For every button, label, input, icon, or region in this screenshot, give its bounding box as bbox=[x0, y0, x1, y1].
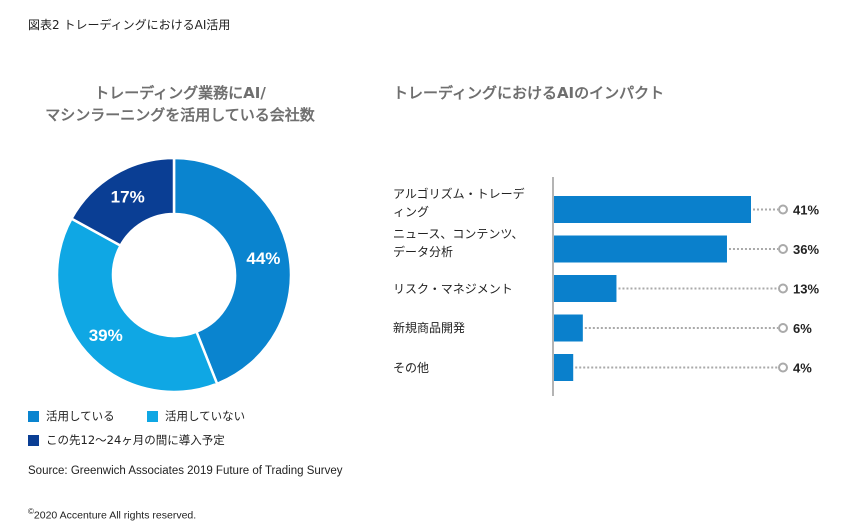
bar-category-label: ニュース、コンテンツ、 データ分析 bbox=[393, 225, 553, 261]
bar-end-marker bbox=[778, 323, 788, 333]
bar-value-label: 13% bbox=[793, 282, 819, 297]
legend-label-not-using: 活用していない bbox=[165, 409, 246, 423]
donut-value-label: 17% bbox=[111, 188, 145, 207]
legend-item-using: 活用している bbox=[28, 408, 115, 424]
bar-category-label: アルゴリズム・トレーデ ィング bbox=[393, 185, 553, 221]
copyright-notice: ©2020 Accenture All rights reserved. bbox=[28, 507, 196, 522]
copyright-text: 2020 Accenture All rights reserved. bbox=[33, 509, 197, 522]
bar-category-label-line: その他 bbox=[393, 360, 430, 375]
donut-title-line-2: マシンラーニングを活用している会社数 bbox=[45, 106, 315, 124]
bar-value-label: 41% bbox=[793, 203, 819, 218]
bar-category-label-line: リスク・マネジメント bbox=[393, 281, 513, 296]
bar-category-label-line: データ分析 bbox=[393, 244, 454, 259]
bar bbox=[554, 235, 727, 263]
donut-slice-not-using bbox=[55, 216, 219, 394]
copyright-symbol: © bbox=[28, 507, 34, 516]
bar-category-label-line: アルゴリズム・トレーデ bbox=[393, 187, 525, 201]
legend-label-using: 活用している bbox=[46, 409, 115, 423]
bar-end-marker bbox=[778, 283, 788, 294]
bar bbox=[554, 275, 617, 302]
bar-value-label: 4% bbox=[793, 361, 812, 376]
bar-end-marker bbox=[778, 204, 788, 215]
legend-item-not-using: 活用していない bbox=[147, 408, 245, 424]
legend-swatch-not-using bbox=[147, 410, 158, 422]
bar bbox=[554, 354, 574, 381]
legend-swatch-planned bbox=[28, 434, 39, 446]
bar-category-label-line: ィング bbox=[393, 205, 430, 219]
bar-category-label: 新規商品開発 bbox=[393, 319, 553, 337]
donut-title-line-1: トレーディング業務にAI/ bbox=[94, 84, 266, 102]
legend-swatch-using bbox=[28, 410, 39, 422]
bar-value-label: 6% bbox=[793, 321, 812, 336]
donut-slice-planned bbox=[69, 156, 176, 248]
bar bbox=[554, 196, 751, 223]
bar-category-label: その他 bbox=[393, 359, 553, 377]
bar-end-marker bbox=[778, 362, 788, 373]
donut-slice-using bbox=[172, 156, 293, 386]
donut-chart: 44% 39% 17% bbox=[55, 156, 293, 394]
bar-end-marker bbox=[778, 244, 788, 254]
bar-value-label: 36% bbox=[793, 242, 819, 257]
bar-category-label-line: ニュース、コンテンツ、 bbox=[393, 226, 524, 241]
donut-value-label: 44% bbox=[246, 249, 280, 268]
bar-chart-title: トレーディングにおけるAIのインパクト bbox=[393, 84, 665, 102]
bar bbox=[554, 314, 583, 342]
legend-label-planned: この先12〜24ヶ月の間に導入予定 bbox=[46, 433, 225, 447]
figure-title: 図表2 トレーディングにおけるAI活用 bbox=[28, 18, 231, 32]
bar-category-label: リスク・マネジメント bbox=[393, 280, 553, 298]
bar-chart: 41% 36% 13% 6% 4% bbox=[552, 177, 819, 396]
donut-value-label: 39% bbox=[89, 326, 123, 345]
legend-item-planned: この先12〜24ヶ月の間に導入予定 bbox=[28, 432, 225, 448]
donut-chart-title: トレーディング業務にAI/ マシンラーニングを活用している会社数 bbox=[20, 82, 340, 126]
bar-category-label-line: 新規商品開発 bbox=[393, 321, 466, 335]
source-note: Source: Greenwich Associates 2019 Future… bbox=[28, 465, 343, 477]
